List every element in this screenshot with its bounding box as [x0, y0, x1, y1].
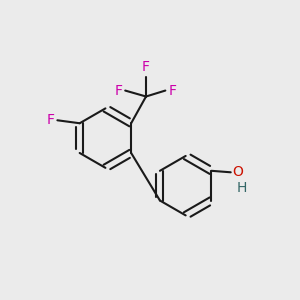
Text: F: F	[114, 84, 122, 98]
Text: F: F	[142, 60, 150, 74]
Text: H: H	[237, 181, 247, 195]
Text: O: O	[232, 165, 243, 179]
Text: F: F	[46, 113, 54, 127]
Text: F: F	[168, 84, 176, 98]
